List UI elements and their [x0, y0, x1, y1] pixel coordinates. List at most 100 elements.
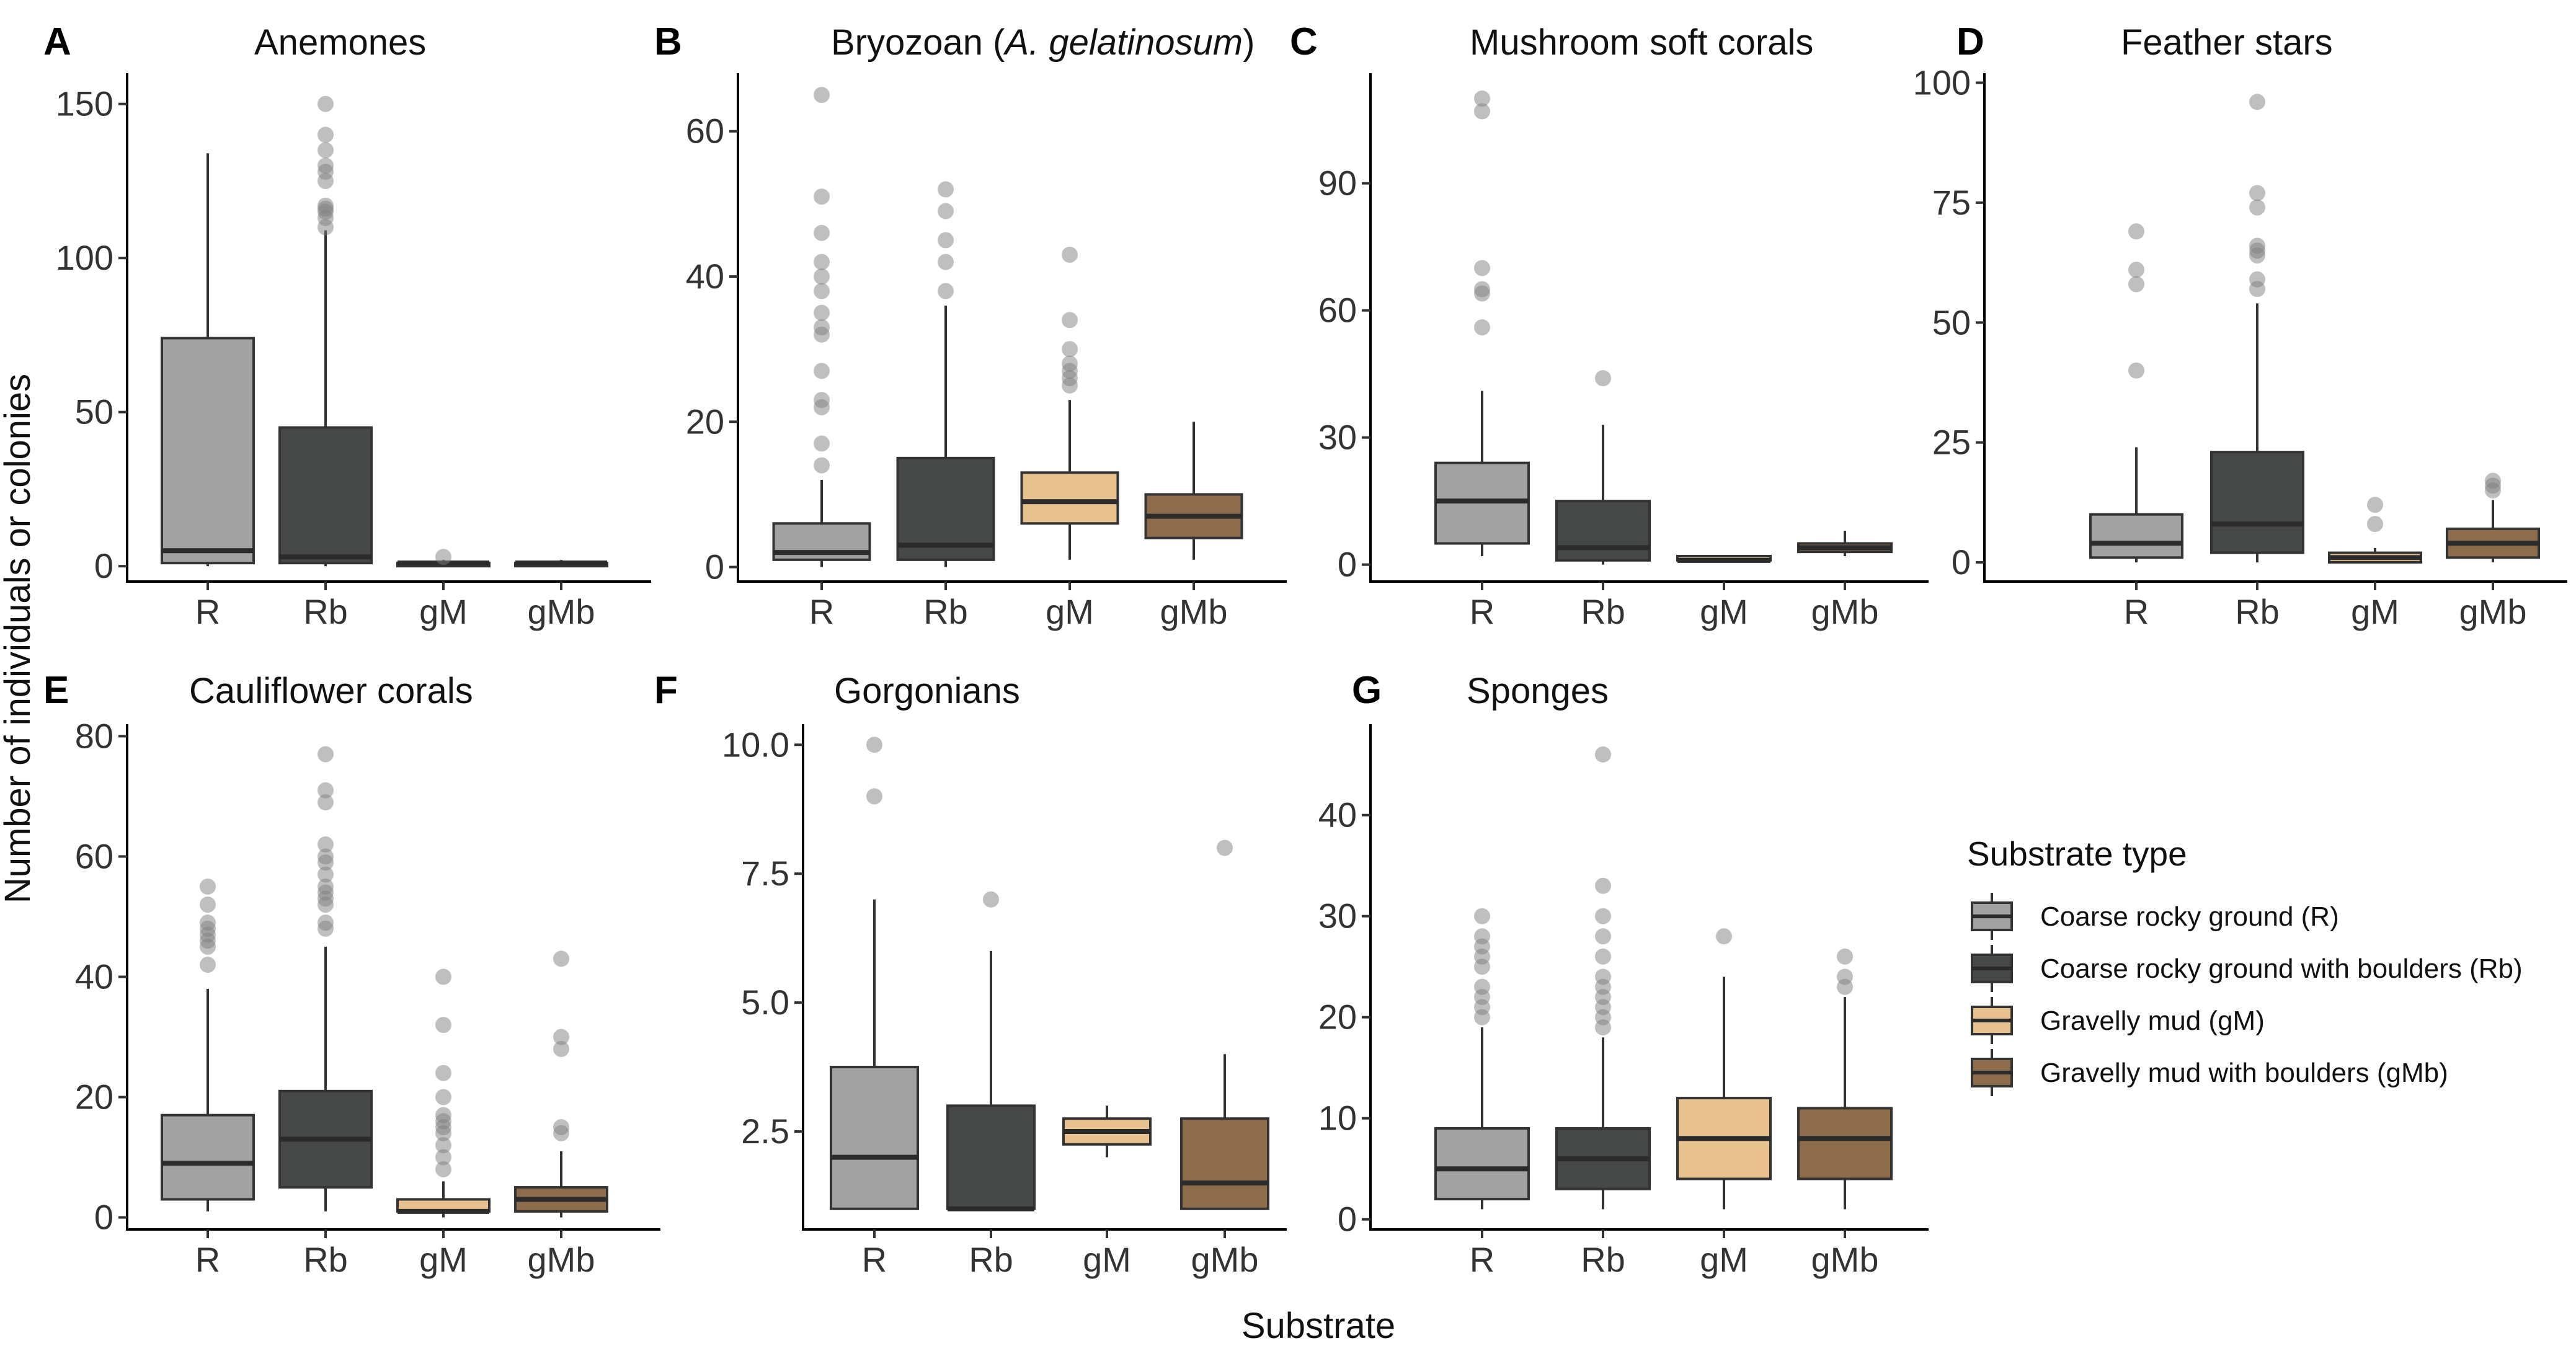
outlier-point: [2249, 94, 2265, 110]
panel-title-B: Bryozoan (A. gelatinosum): [831, 22, 1255, 63]
outlier-point: [983, 891, 999, 908]
outlier-point: [318, 157, 334, 174]
box-iqr: [946, 1104, 1036, 1210]
x-tick-label-A: gM: [419, 592, 468, 631]
y-tick-label-G: 30: [1318, 897, 1357, 936]
box-E-gM: [396, 968, 491, 1218]
y-tick-label-E: 60: [75, 836, 113, 875]
outlier-point: [318, 782, 334, 799]
legend-label: Coarse rocky ground (R): [2040, 901, 2339, 932]
box-E-R: [161, 878, 255, 1211]
box-iqr: [2210, 451, 2304, 554]
x-tick-label-F: R: [862, 1240, 887, 1279]
panel-letter-G: G: [1352, 669, 1382, 712]
panel-title-E: Cauliflower corals: [189, 671, 473, 711]
outlier-point: [2128, 276, 2144, 293]
y-tick-label-A: 0: [94, 546, 113, 585]
box-B-R: [772, 87, 871, 567]
y-tick-label-E: 40: [75, 957, 113, 996]
outlier-point: [814, 435, 830, 452]
outlier-point: [2249, 185, 2265, 201]
box-iqr: [161, 337, 255, 565]
outlier-point: [1595, 877, 1611, 894]
outlier-point: [1595, 948, 1611, 965]
box-D-gMb: [2446, 472, 2540, 563]
outlier-point: [938, 181, 954, 198]
legend-label: Gravelly mud with boulders (gMb): [2040, 1058, 2448, 1088]
box-D-gM: [2328, 497, 2422, 564]
outlier-point: [318, 197, 334, 214]
y-tick-label-D: 25: [1932, 423, 1971, 462]
box-iqr: [278, 426, 373, 565]
outlier-point: [814, 87, 830, 104]
x-tick-label-C: gMb: [1811, 592, 1879, 631]
y-tick-label-F: 5.0: [741, 983, 789, 1022]
outlier-point: [318, 914, 334, 931]
box-F-R: [830, 737, 919, 1210]
outlier-point: [318, 878, 334, 895]
x-tick-label-E: gMb: [528, 1240, 595, 1279]
box-A-R: [161, 153, 255, 567]
y-tick-label-G: 20: [1318, 998, 1357, 1037]
y-tick-label-C: 90: [1318, 164, 1357, 203]
outlier-point: [435, 1065, 451, 1081]
outlier-point: [318, 126, 334, 143]
panel-D: D Feather stars 0 25 50 75 100 R Rb gM gMb: [1913, 20, 2567, 631]
box-E-Rb: [278, 746, 373, 1211]
box-iqr: [161, 1114, 255, 1201]
box-iqr: [1180, 1117, 1269, 1210]
box-iqr: [1020, 471, 1119, 525]
y-tick-label-D: 50: [1932, 303, 1971, 342]
panel-F: F Gorgonians 2.5 5.0 7.5 10.0 R Rb gM gMb: [654, 669, 1287, 1279]
outlier-point: [938, 283, 954, 299]
box-D-Rb: [2210, 94, 2304, 563]
x-tick-label-C: Rb: [1581, 592, 1625, 631]
outlier-point: [814, 224, 830, 241]
outlier-point: [814, 268, 830, 285]
outlier-point: [318, 746, 334, 763]
legend-label: Coarse rocky ground with boulders (Rb): [2040, 954, 2523, 984]
panel-letter-B: B: [654, 20, 682, 63]
x-tick-label-D: gM: [2351, 592, 2399, 631]
x-tick-label-E: gM: [419, 1240, 468, 1279]
box-A-gM: [396, 549, 491, 568]
outlier-point: [200, 878, 216, 895]
box-E-gMb: [514, 950, 608, 1218]
outlier-point: [435, 1161, 451, 1177]
panel-E: E Cauliflower corals 0 20 40 60 80 R Rb gM gMb: [43, 669, 660, 1279]
y-tick-label-E: 80: [75, 716, 113, 755]
outlier-point: [2485, 472, 2501, 489]
x-tick-label-G: gM: [1700, 1240, 1748, 1279]
outlier-point: [1716, 928, 1732, 945]
outlier-point: [435, 549, 451, 565]
y-tick-label-F: 10.0: [722, 725, 789, 764]
panel-title-G: Sponges: [1467, 671, 1609, 711]
legend-label: Gravelly mud (gM): [2040, 1006, 2265, 1036]
legend-item: Gravelly mud (gM): [1971, 997, 2265, 1044]
panel-B: B Bryozoan (A. gelatinosum) 0 20 40 60 R Rb gM gM…: [654, 20, 1287, 631]
y-tick-label-C: 0: [1338, 545, 1357, 584]
box-F-Rb: [946, 891, 1036, 1211]
x-tick-label-E: Rb: [303, 1240, 348, 1279]
outlier-point: [200, 897, 216, 913]
box-D-R: [2089, 223, 2183, 563]
outlier-point: [814, 363, 830, 379]
outlier-point: [1837, 968, 1853, 985]
box-C-R: [1434, 91, 1530, 556]
x-tick-label-F: Rb: [969, 1240, 1013, 1279]
outlier-point: [435, 1107, 451, 1123]
box-A-gMb: [514, 560, 608, 568]
outlier-point: [200, 957, 216, 973]
outlier-point: [318, 836, 334, 853]
legend-title: Substrate type: [1967, 835, 2187, 873]
x-tick-label-B: gMb: [1160, 592, 1228, 631]
panel-letter-C: C: [1290, 20, 1318, 63]
panel-title-C: Mushroom soft corals: [1470, 22, 1813, 63]
outlier-point: [814, 254, 830, 270]
y-tick-label-B: 0: [705, 547, 724, 587]
outlier-point: [938, 254, 954, 270]
y-tick-label-G: 10: [1318, 1099, 1357, 1138]
panel-title-F: Gorgonians: [834, 671, 1020, 711]
outlier-point: [435, 968, 451, 985]
outlier-point: [1062, 246, 1078, 263]
